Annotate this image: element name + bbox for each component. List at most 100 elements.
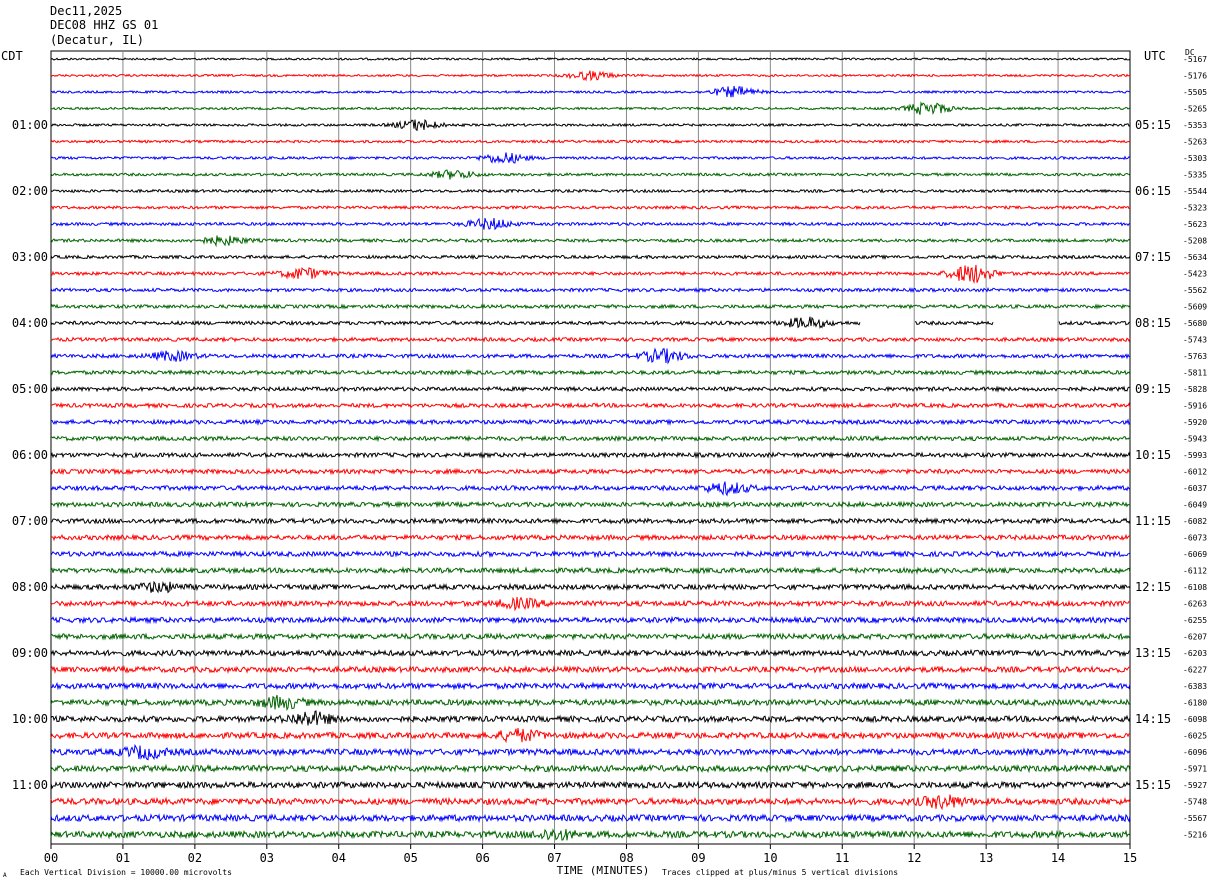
left-hour-label: 09:00 [12,646,48,660]
dc-offset-label: -5811 [1183,369,1207,378]
right-hour-label: 14:15 [1135,712,1171,726]
dc-label: DC [1185,48,1195,57]
trace-row [50,169,1131,180]
trace-row [50,347,1131,365]
x-tick-label: 11 [835,851,849,865]
right-hour-label: 08:15 [1135,316,1171,330]
header-date: Dec11,2025 [50,4,123,18]
right-timezone-label: UTC [1144,49,1166,63]
trace-row [50,451,1131,460]
left-hour-label: 02:00 [12,184,48,198]
trace-row [50,188,1131,194]
right-hour-label: 07:15 [1135,250,1171,264]
trace-row [50,549,1131,559]
dc-offset-label: -6049 [1183,501,1207,510]
x-axis-ticks: 00 01 02 03 04 05 06 07 08 09 10 11 12 13 14 15 [44,844,1137,865]
trace-row [50,710,1131,726]
dc-offset-label: -5971 [1183,765,1207,774]
dc-offset-label: -5763 [1183,352,1207,361]
dc-offset-label: -5323 [1183,204,1207,213]
dc-offset-label: -5265 [1183,105,1207,114]
trace-row [50,152,1131,164]
trace-row [50,303,1131,310]
trace-row [50,401,1131,410]
dc-offset-label: -6108 [1183,583,1207,592]
dc-offset-label: -5423 [1183,270,1207,279]
dc-offset-label: -6207 [1183,633,1207,642]
dc-offset-label: -5943 [1183,435,1207,444]
dc-offset-label: -5176 [1183,72,1207,81]
right-hour-label: 10:15 [1135,448,1171,462]
header-station: DEC08 HHZ GS 01 [50,18,159,32]
right-hour-label: 05:15 [1135,118,1171,132]
trace-row [50,516,1131,526]
x-tick-label: 05 [403,851,417,865]
dc-offset-label: -5544 [1183,187,1207,196]
dc-offset-label: -5828 [1183,385,1207,394]
plot-frame [50,50,1131,845]
dc-offset-label: -5208 [1183,237,1207,246]
dc-offset-labels: -5167 -5176 -5505 -5265 -5353 -5263 -5303 -5335… [1183,55,1207,840]
dc-offset-label: -6255 [1183,616,1207,625]
left-hour-label: 06:00 [12,448,48,462]
trace-row [50,681,1131,691]
left-hour-label: 11:00 [12,778,48,792]
left-hour-label: 01:00 [12,118,48,132]
x-tick-label: 07 [547,851,561,865]
trace-row [50,264,1131,284]
dc-offset-label: -5567 [1183,814,1207,823]
x-axis-title: TIME (MINUTES) [557,864,650,877]
dc-offset-label: -5609 [1183,303,1207,312]
trace-row [50,286,1131,294]
trace-row [50,119,1131,132]
trace-row [50,763,1131,774]
trace-row [50,694,1131,712]
trace-row [50,648,1131,658]
left-hour-labels: 01:00 02:00 03:00 04:00 05:00 06:00 07:00 08:00… [12,118,48,792]
right-hour-label: 12:15 [1135,580,1171,594]
trace-row [50,385,1131,393]
trace-row [50,316,1130,329]
left-hour-label: 05:00 [12,382,48,396]
dc-offset-label: -6069 [1183,550,1207,559]
trace-row [50,533,1131,542]
dc-offset-label: -5743 [1183,336,1207,345]
dc-offset-label: -5916 [1183,402,1207,411]
trace-group [50,56,1131,841]
trace-row [51,101,1131,116]
trace-row [50,70,1131,82]
trace-row [50,580,1131,594]
trace-row [50,813,1131,823]
x-tick-label: 10 [763,851,777,865]
dc-offset-label: -6383 [1183,682,1207,691]
left-timezone-label: CDT [1,49,23,63]
trace-row [50,467,1131,476]
dc-offset-label: -5993 [1183,451,1207,460]
dc-offset-label: -5335 [1183,171,1207,180]
header-location: (Decatur, IL) [50,33,144,47]
dc-offset-label: -5216 [1183,831,1207,840]
dc-offset-label: -6180 [1183,699,1207,708]
trace-row [50,434,1131,443]
minute-grid [122,51,1059,844]
trace-row [50,235,1131,248]
x-tick-label: 15 [1123,851,1137,865]
x-tick-label: 04 [332,851,346,865]
trace-row [50,253,1131,261]
trace-row [50,664,1131,675]
scale-note: Each Vertical Division = 10000.00 microv… [20,868,232,877]
dc-offset-label: -5927 [1183,781,1207,790]
corner-mark: A [3,872,7,879]
trace-row [50,217,1131,231]
right-hour-labels: 05:15 06:15 07:15 08:15 09:15 10:15 11:15 12:15… [1135,118,1171,792]
x-tick-label: 01 [116,851,130,865]
x-tick-label: 14 [1051,851,1065,865]
dc-offset-label: -6203 [1183,649,1207,658]
dc-offset-label: -5167 [1183,55,1207,64]
x-tick-label: 03 [260,851,274,865]
trace-row [50,85,1131,98]
dc-offset-label: -5680 [1183,319,1207,328]
left-hour-label: 03:00 [12,250,48,264]
trace-row [50,596,1130,612]
x-tick-label: 13 [979,851,993,865]
